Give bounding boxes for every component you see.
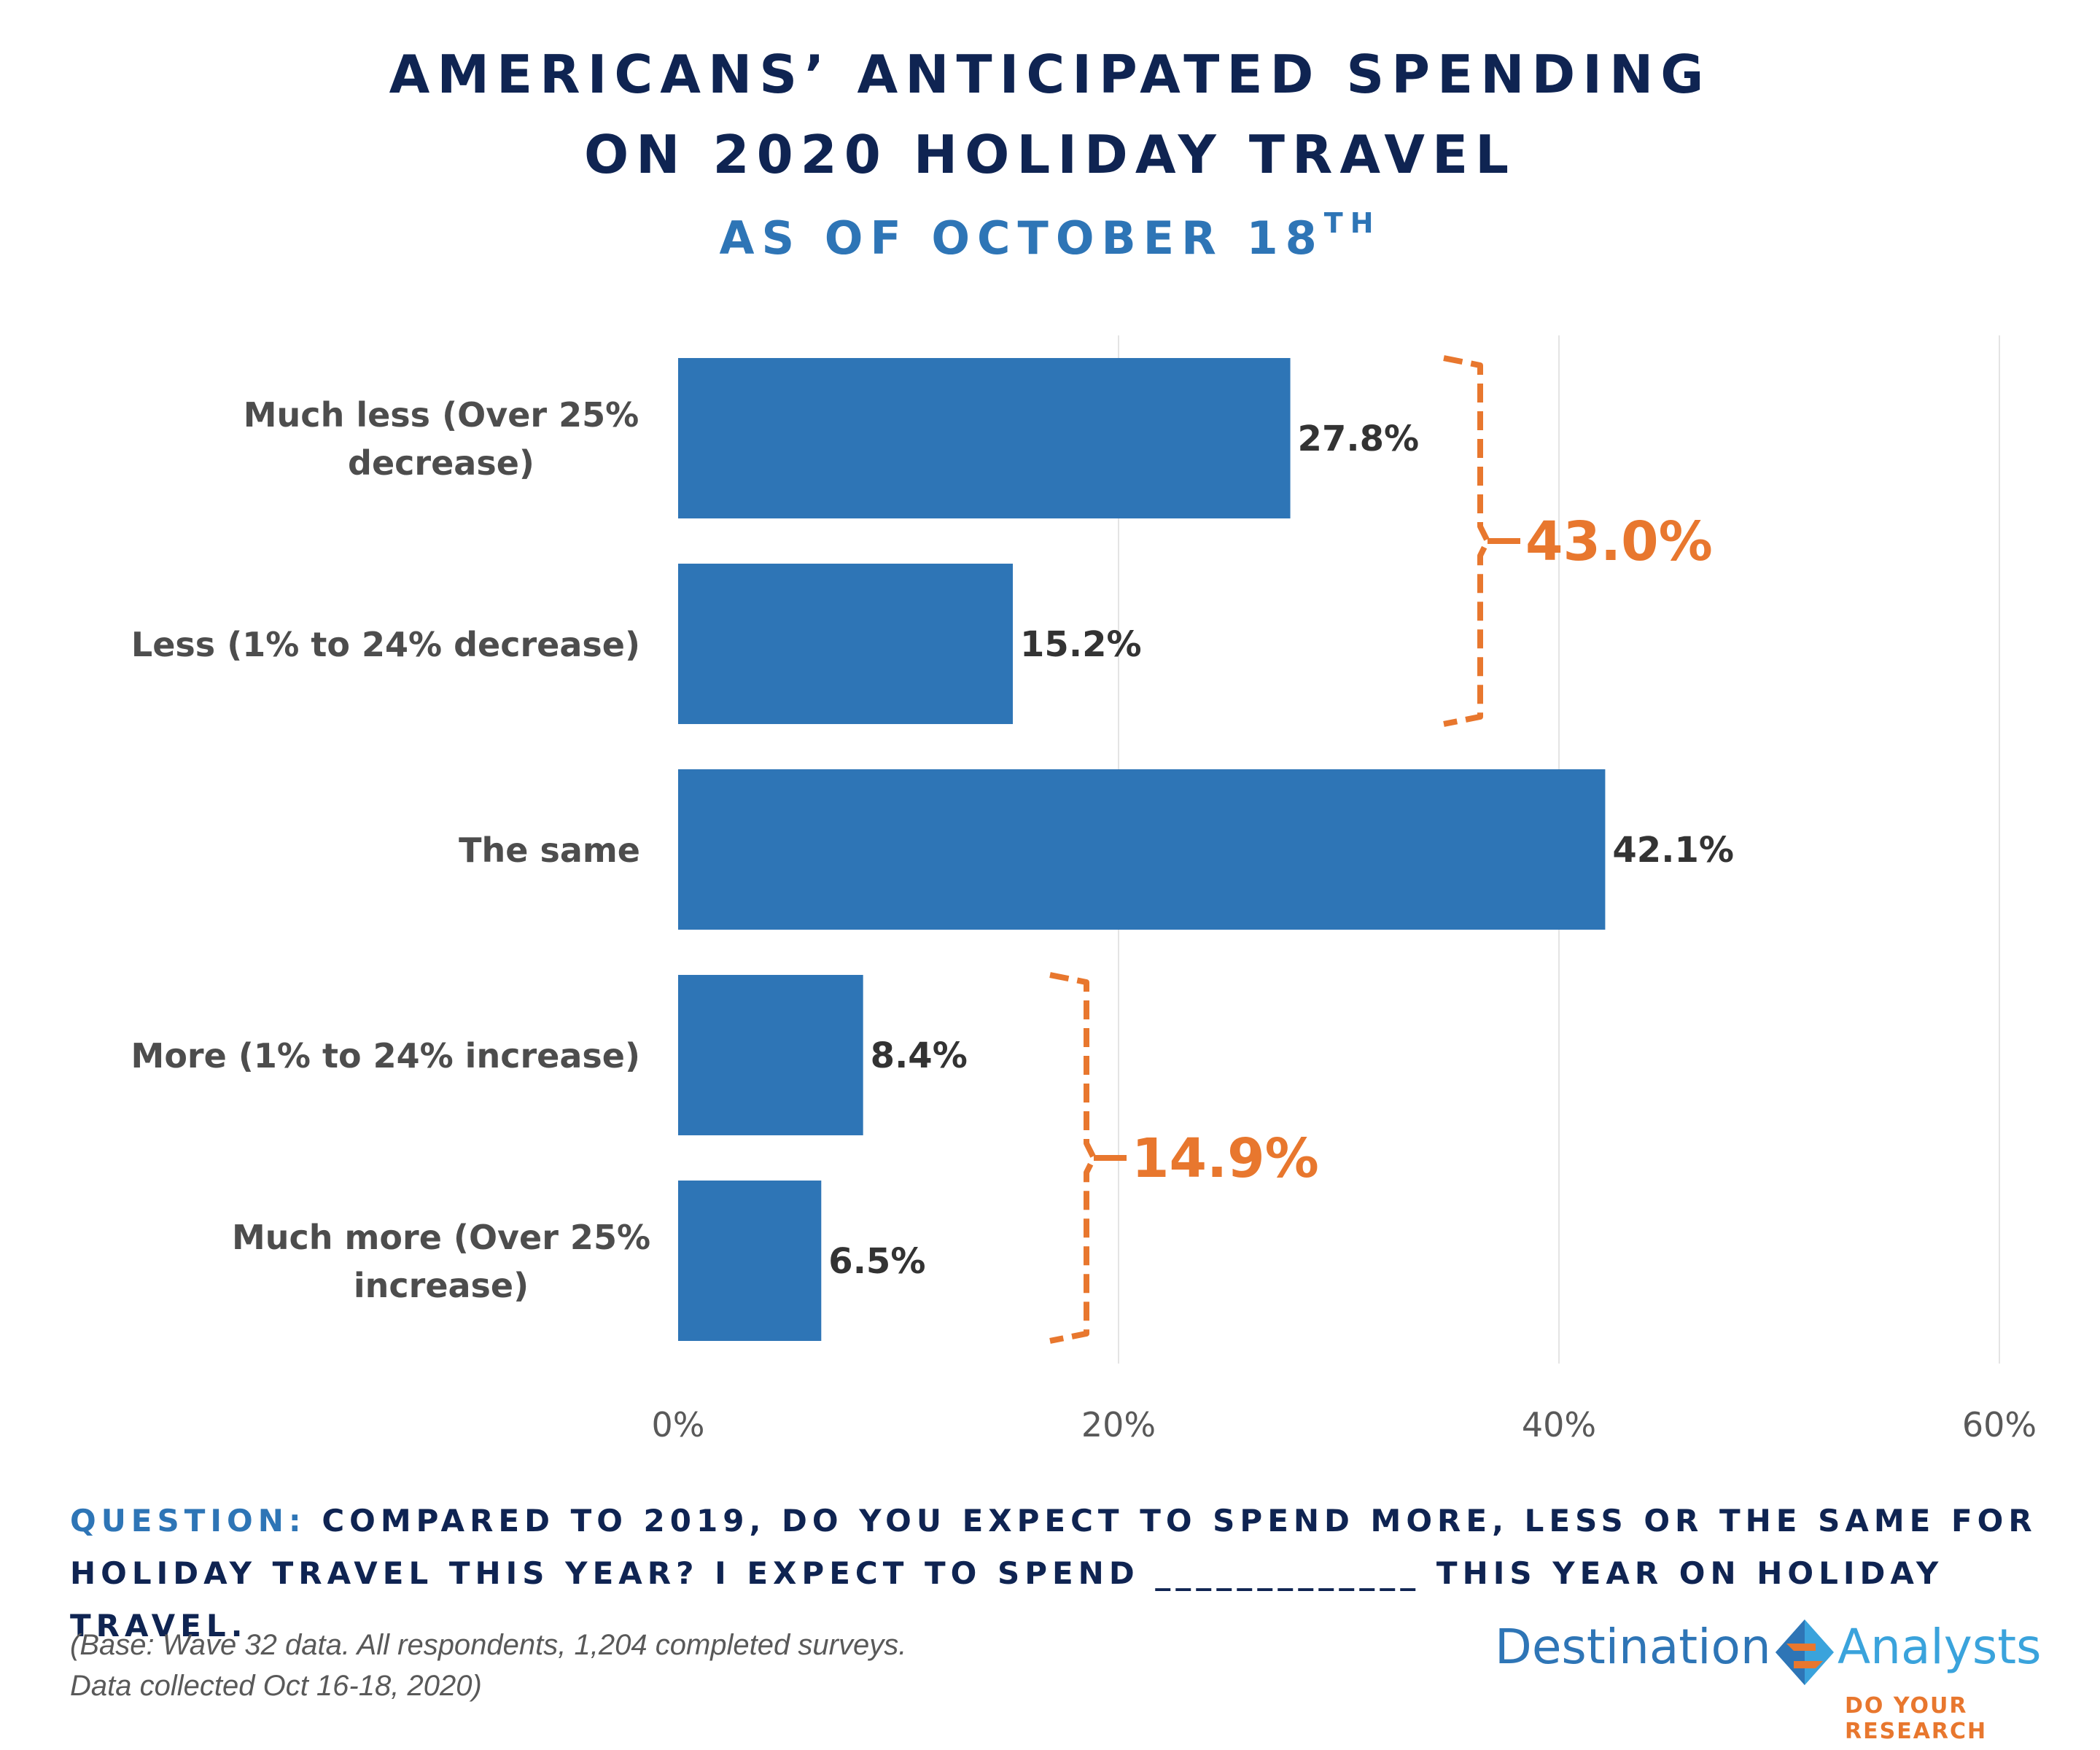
subtitle-text: AS OF OCTOBER 18 xyxy=(719,211,1324,265)
question-label: QUESTION: xyxy=(70,1503,306,1539)
data-label: 8.4% xyxy=(871,1035,968,1076)
logo-diamond-icon xyxy=(1776,1619,1834,1685)
category-label: decrease) xyxy=(348,443,534,483)
x-tick-label: 60% xyxy=(1962,1405,2037,1444)
question-text: COMPARED TO 2019, DO YOU EXPECT TO SPEND… xyxy=(70,1503,2037,1644)
category-label: increase) xyxy=(354,1266,529,1305)
bar xyxy=(678,1181,822,1341)
data-label: 6.5% xyxy=(828,1241,925,1282)
x-tick-label: 20% xyxy=(1081,1405,1156,1444)
bar xyxy=(678,358,1291,518)
data-label: 42.1% xyxy=(1612,830,1734,871)
logo-word-analysts: Analysts xyxy=(1838,1619,2042,1675)
logo-tagline: DO YOUR RESEARCH xyxy=(1845,1693,1988,1744)
chart-title-line1: AMERICANS’ ANTICIPATED SPENDING xyxy=(389,44,1711,105)
bar xyxy=(678,769,1606,930)
bar-chart: 0% 20% 40% 60% 27.8% Much less (Over 25% decre… xyxy=(131,335,2037,1444)
subtitle-superscript: TH xyxy=(1323,207,1381,239)
survey-question: QUESTION: COMPARED TO 2019, DO YOU EXPEC… xyxy=(70,1495,2039,1652)
data-label: 15.2% xyxy=(1020,624,1142,665)
base-note: (Base: Wave 32 data. All respondents, 1,… xyxy=(70,1625,906,1706)
bar xyxy=(678,564,1014,724)
chart-title-line2: ON 2020 HOLIDAY TRAVEL xyxy=(583,124,1517,185)
x-tick-label: 40% xyxy=(1522,1405,1596,1444)
category-label: More (1% to 24% increase) xyxy=(131,1036,640,1076)
category-label: Much more (Over 25% xyxy=(232,1218,650,1257)
annotation-total: 14.9% xyxy=(1132,1127,1319,1190)
category-label: The same xyxy=(459,831,640,870)
brace-bracket xyxy=(1049,972,1097,1344)
base-note-line2: Data collected Oct 16-18, 2020) xyxy=(70,1670,482,1702)
logo-word-destination: Destination xyxy=(1495,1619,1771,1675)
brace-bracket xyxy=(1443,355,1490,727)
category-label: Less (1% to 24% decrease) xyxy=(131,625,640,664)
base-note-line1: (Base: Wave 32 data. All respondents, 1,… xyxy=(70,1629,907,1661)
bar xyxy=(678,975,863,1135)
chart-subtitle: AS OF OCTOBER 18TH xyxy=(0,207,2100,265)
destination-analysts-logo: Destination Analysts DO YOUR RESEARCH xyxy=(1495,1611,2078,1744)
annotation-total: 43.0% xyxy=(1525,510,1713,573)
data-label: 27.8% xyxy=(1298,419,1420,459)
category-label: Much less (Over 25% xyxy=(244,395,639,435)
x-tick-label: 0% xyxy=(652,1405,705,1444)
